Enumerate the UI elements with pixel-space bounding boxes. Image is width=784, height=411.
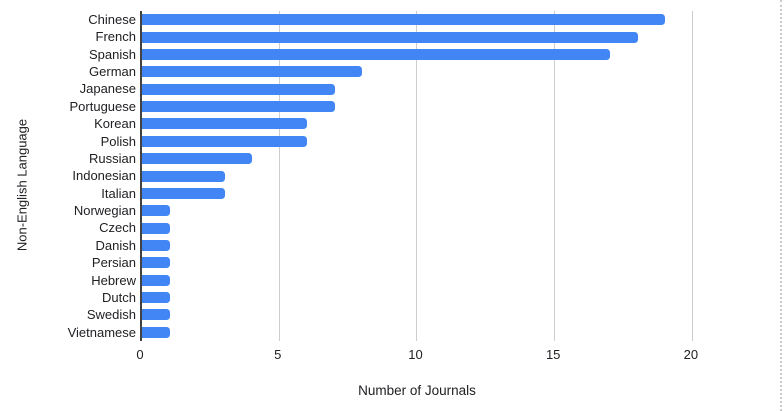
category-label: Japanese [79, 81, 136, 97]
category-label: Norwegian [73, 203, 136, 219]
category-label: Korean [94, 116, 136, 132]
bar [142, 257, 170, 269]
category-label: Russian [89, 150, 136, 166]
category-label: Indonesian [72, 168, 136, 184]
gridline-x-20 [691, 11, 693, 341]
category-label: Dutch [102, 289, 136, 305]
category-labels: Chinese French Spanish German Japanese Portug… [0, 11, 136, 341]
category-label: Chinese [88, 12, 136, 27]
category-label: German [89, 64, 136, 80]
bar [142, 187, 225, 199]
y-axis-line [140, 11, 142, 341]
bar [142, 292, 170, 304]
x-axis-title: Number of Journals [358, 383, 476, 398]
bar [142, 14, 666, 26]
bar [142, 326, 170, 338]
category-label: Polish [100, 133, 136, 149]
bar [142, 222, 170, 234]
category-label: Swedish [86, 307, 136, 323]
x-tick-label-5: 5 [274, 347, 282, 362]
bar [142, 48, 611, 60]
bar [142, 153, 253, 165]
gridline-x-15 [554, 11, 556, 341]
plot-area [142, 11, 748, 341]
x-tick-label-0: 0 [136, 347, 144, 362]
category-label: Hebrew [91, 272, 136, 288]
bar [142, 274, 170, 286]
gridline-x-5 [278, 11, 280, 341]
bar [142, 239, 170, 251]
bar [142, 31, 638, 43]
bar [142, 135, 308, 147]
x-tick-label-15: 15 [545, 347, 561, 362]
bar [142, 118, 308, 130]
bar [142, 66, 363, 78]
category-label: Spanish [89, 46, 136, 62]
category-label: French [95, 29, 136, 45]
bar [142, 101, 335, 113]
category-label: Danish [95, 237, 136, 253]
category-label: Czech [99, 220, 136, 236]
gridline-x-10 [416, 11, 418, 341]
bar [142, 205, 170, 217]
category-label: Persian [91, 255, 136, 271]
category-label: Portuguese [69, 98, 137, 114]
bar [142, 309, 170, 321]
bar [142, 170, 225, 182]
category-label: Italian [101, 185, 136, 201]
category-label: Vietnamese [67, 324, 136, 340]
x-tick-label-20: 20 [683, 347, 699, 362]
bar [142, 83, 335, 95]
x-tick-label-10: 10 [408, 347, 423, 362]
document-image-border [780, 0, 782, 411]
